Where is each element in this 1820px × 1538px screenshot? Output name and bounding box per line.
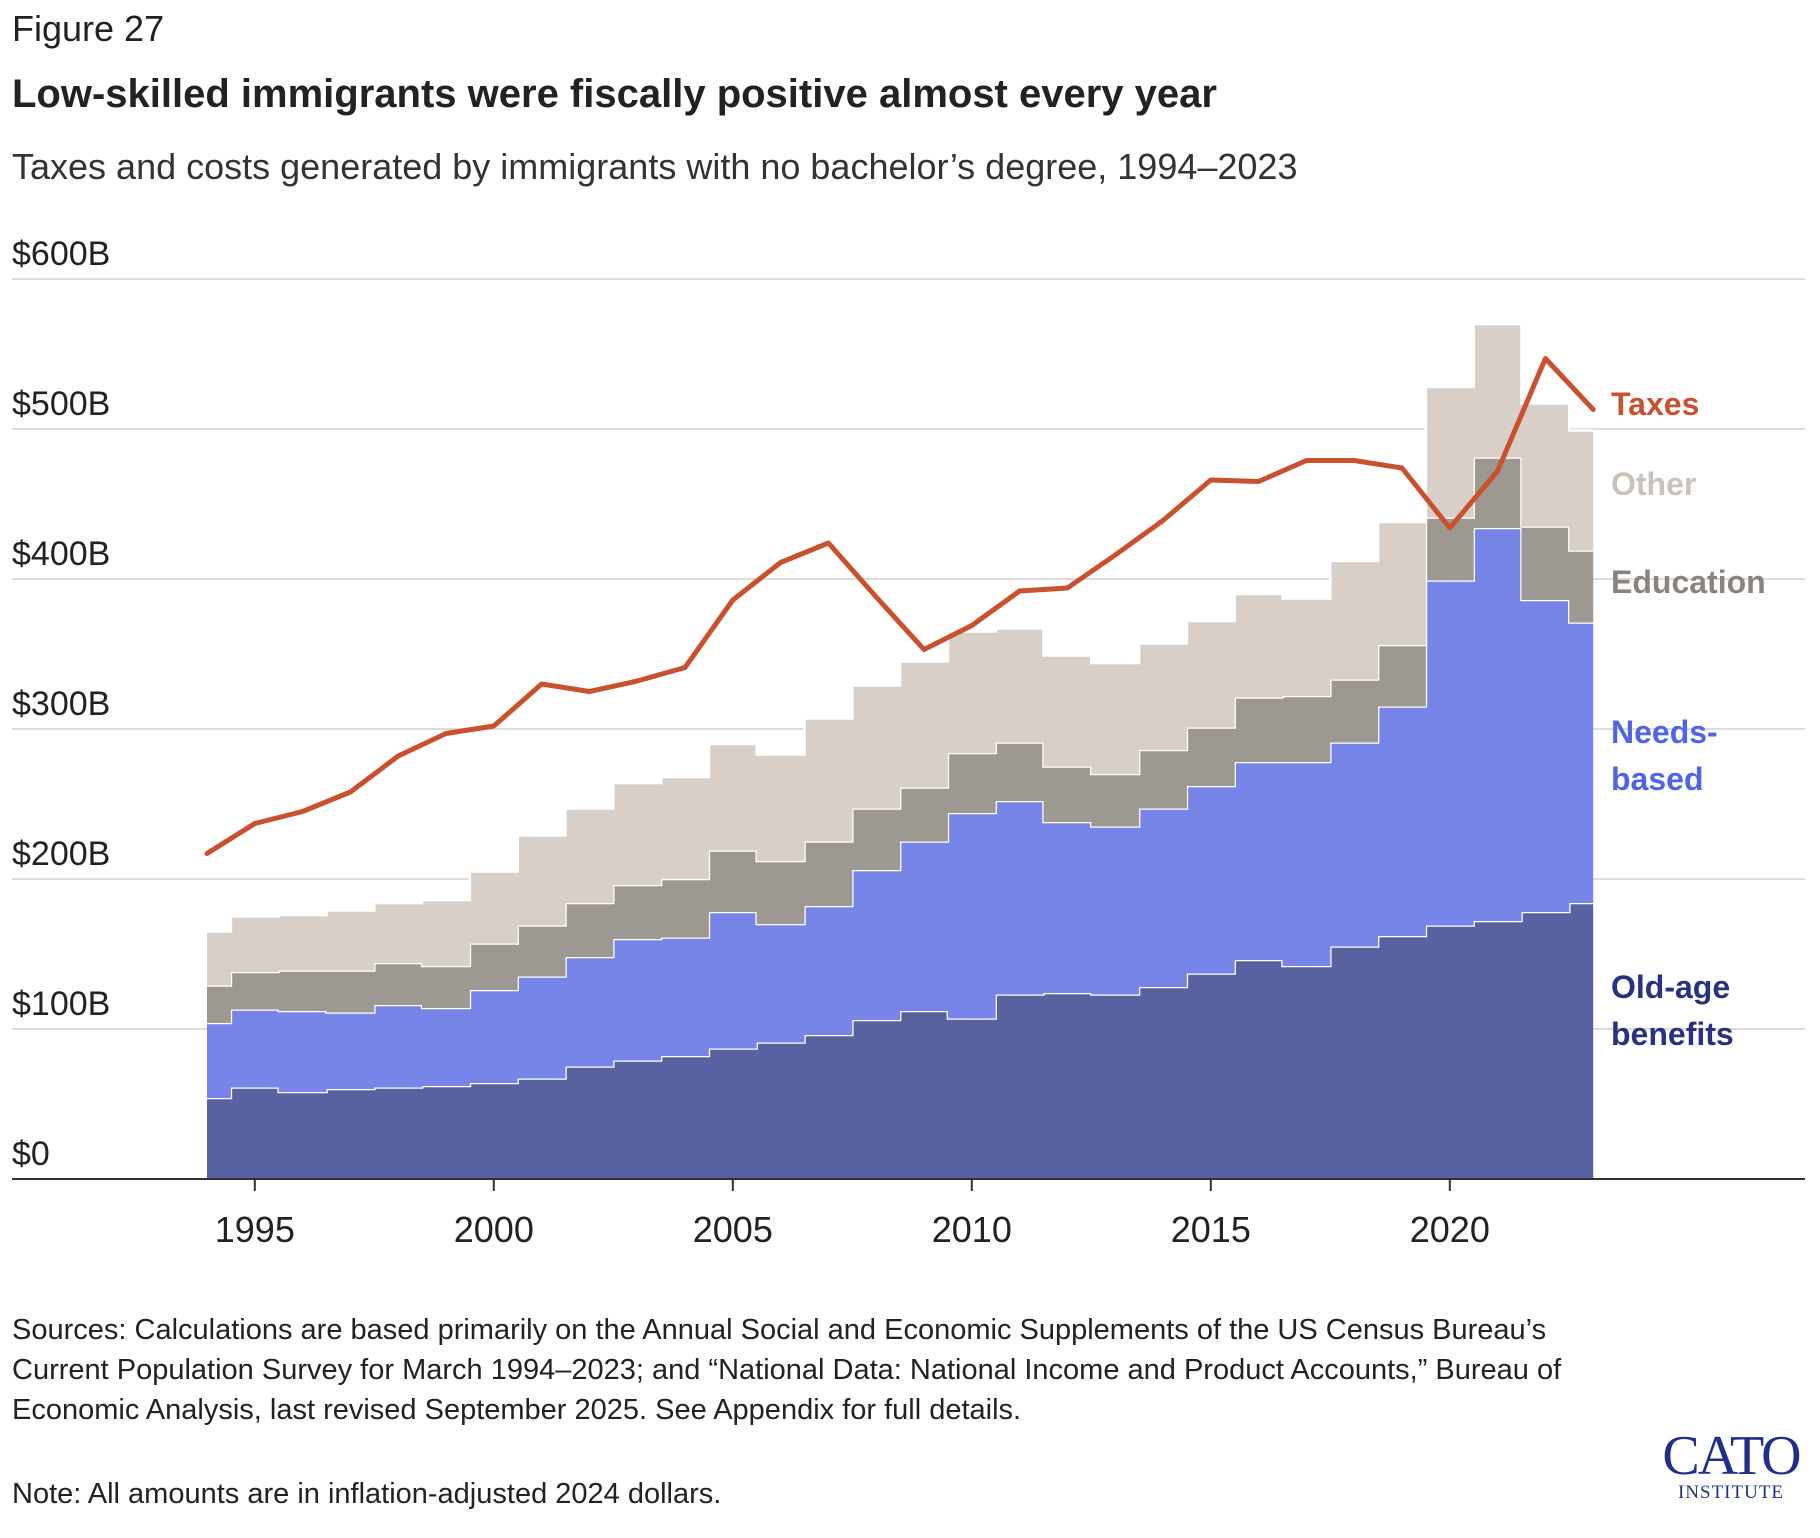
chart-title: Low-skilled immigrants were fiscally pos… [12,72,1217,116]
stacked-area-chart: $0 $100B $200B $300B $400B $500B $600B 1995 2000… [12,235,1805,1250]
series-label-other: Other [1611,466,1696,502]
x-tick-label: 2015 [1171,1209,1251,1250]
taxes-line-layer [204,356,1596,856]
figure-label: Figure 27 [12,8,165,49]
x-tick-label: 2010 [932,1209,1012,1250]
chart-subtitle: Taxes and costs generated by immigrants … [12,146,1298,187]
y-tick-label: $300B [12,685,110,723]
area-old-age-benefits [207,903,1594,1179]
logo-sub-text: INSTITUTE [1677,1482,1785,1503]
y-tick-label: $500B [12,385,110,423]
area-boundary [207,322,1594,933]
x-tick-label: 2020 [1410,1209,1490,1250]
x-tick-label: 2000 [454,1209,534,1250]
series-labels: Old-age benefits Needs-based Education Other… [1611,386,1766,1052]
area-needs-based [207,528,1594,1098]
x-tick-label: 2005 [693,1209,773,1250]
area-education [207,457,1594,1023]
logo-main-text: CATO [1662,1425,1801,1487]
series-label-needs-based: Needs- [1611,714,1718,750]
y-tick-label: $100B [12,985,110,1023]
y-tick-label: $200B [12,835,110,873]
x-tick-label: 1995 [215,1209,295,1250]
taxes-line [204,356,1596,856]
cato-logo: CATO INSTITUTE [1656,1425,1806,1504]
area-other [207,324,1594,986]
series-label-old-age-benefits: benefits [1611,1016,1734,1052]
stacked-areas [207,322,1594,1179]
y-tick-label: $400B [12,535,110,573]
y-tick-label: $0 [12,1135,50,1173]
note-text: Note: All amounts are in inflation-adjus… [12,1478,722,1510]
series-label-needs-based: based [1611,761,1703,797]
series-label-taxes: Taxes [1611,386,1699,422]
axes: $0 $100B $200B $300B $400B $500B $600B 1995 2000… [12,235,1805,1250]
y-tick-label: $600B [12,235,110,273]
sources-text: Sources: Calculations are based primaril… [12,1314,1562,1426]
series-label-old-age-benefits: Old-age [1611,969,1730,1005]
series-label-education: Education [1611,564,1766,600]
